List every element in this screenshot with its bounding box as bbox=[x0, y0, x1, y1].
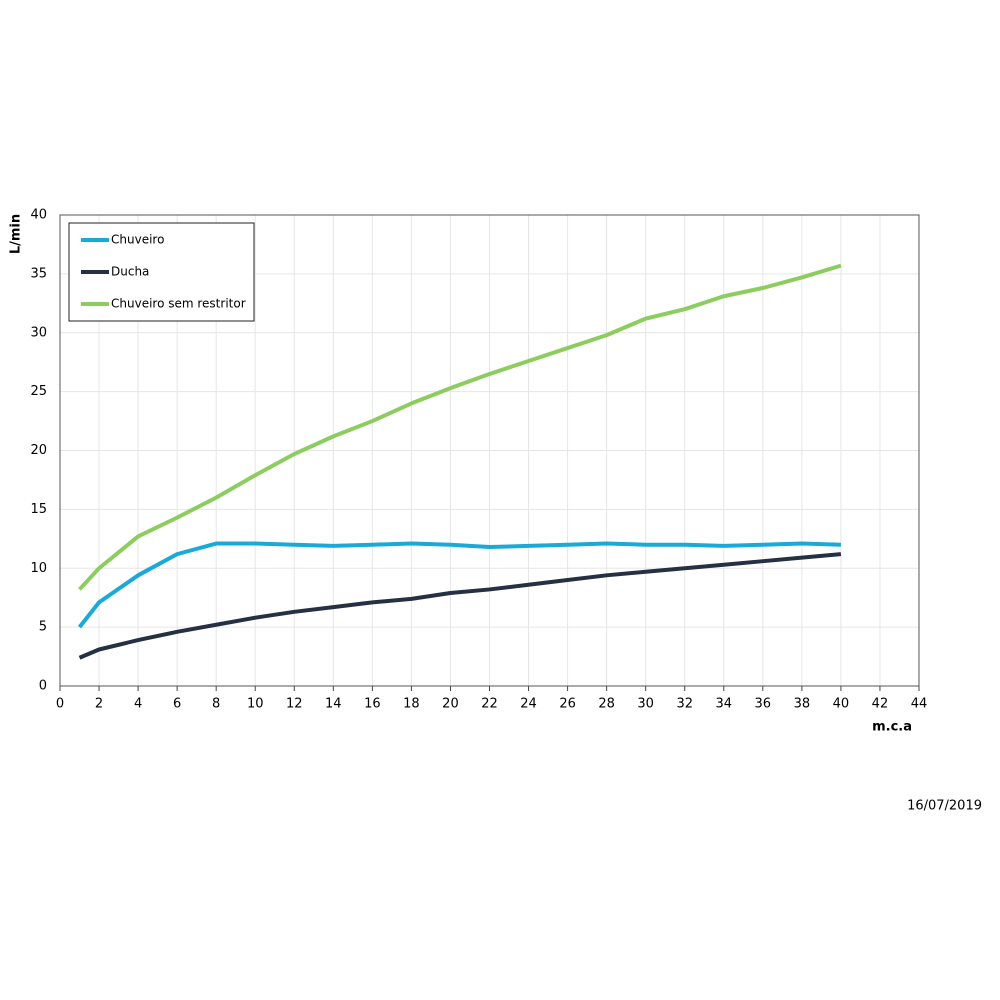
y-tick-label: 30 bbox=[30, 325, 47, 340]
x-tick-label: 24 bbox=[520, 697, 537, 712]
x-tick-label: 38 bbox=[794, 697, 811, 712]
legend-label: Chuveiro sem restritor bbox=[111, 297, 246, 311]
x-tick-label: 26 bbox=[559, 697, 576, 712]
x-tick-label: 10 bbox=[247, 697, 264, 712]
y-tick-label: 15 bbox=[30, 502, 47, 517]
x-tick-label: 0 bbox=[56, 697, 64, 712]
series-line bbox=[77, 541, 841, 629]
x-tick-label: 28 bbox=[598, 697, 615, 712]
y-tick-label: 10 bbox=[30, 561, 47, 576]
x-tick-label: 12 bbox=[286, 697, 303, 712]
y-tick-label: 40 bbox=[30, 208, 47, 223]
x-tick-label: 4 bbox=[134, 697, 142, 712]
x-tick-label: 2 bbox=[95, 697, 103, 712]
y-tick-label: 25 bbox=[30, 384, 47, 399]
series-line bbox=[78, 552, 842, 660]
x-tick-label: 32 bbox=[676, 697, 693, 712]
x-tick-label: 20 bbox=[442, 697, 459, 712]
y-tick-label: 20 bbox=[30, 443, 47, 458]
series-line bbox=[78, 263, 842, 591]
x-tick-label: 42 bbox=[872, 697, 889, 712]
x-tick-label: 34 bbox=[715, 697, 732, 712]
x-tick-label: 36 bbox=[755, 697, 772, 712]
x-tick-label: 6 bbox=[173, 697, 181, 712]
legend-label: Ducha bbox=[111, 265, 149, 279]
plot-frame bbox=[59, 214, 920, 687]
date-note: 16/07/2019 bbox=[907, 799, 982, 814]
x-tick-label: 8 bbox=[212, 697, 220, 712]
x-tick-label: 14 bbox=[325, 697, 342, 712]
y-tick-label: 5 bbox=[39, 620, 47, 635]
x-tick-label: 40 bbox=[833, 697, 850, 712]
x-tick-label: 22 bbox=[481, 697, 498, 712]
x-tick-label: 16 bbox=[364, 697, 381, 712]
y-axis-label: L/min bbox=[9, 214, 24, 254]
legend-label: Chuveiro bbox=[111, 233, 164, 247]
x-axis-label: m.c.a bbox=[872, 720, 912, 735]
x-tick-label: 30 bbox=[637, 697, 654, 712]
x-tick-label: 18 bbox=[403, 697, 420, 712]
y-tick-label: 0 bbox=[39, 679, 47, 694]
x-tick-label: 44 bbox=[911, 697, 928, 712]
y-tick-label: 35 bbox=[30, 266, 47, 281]
